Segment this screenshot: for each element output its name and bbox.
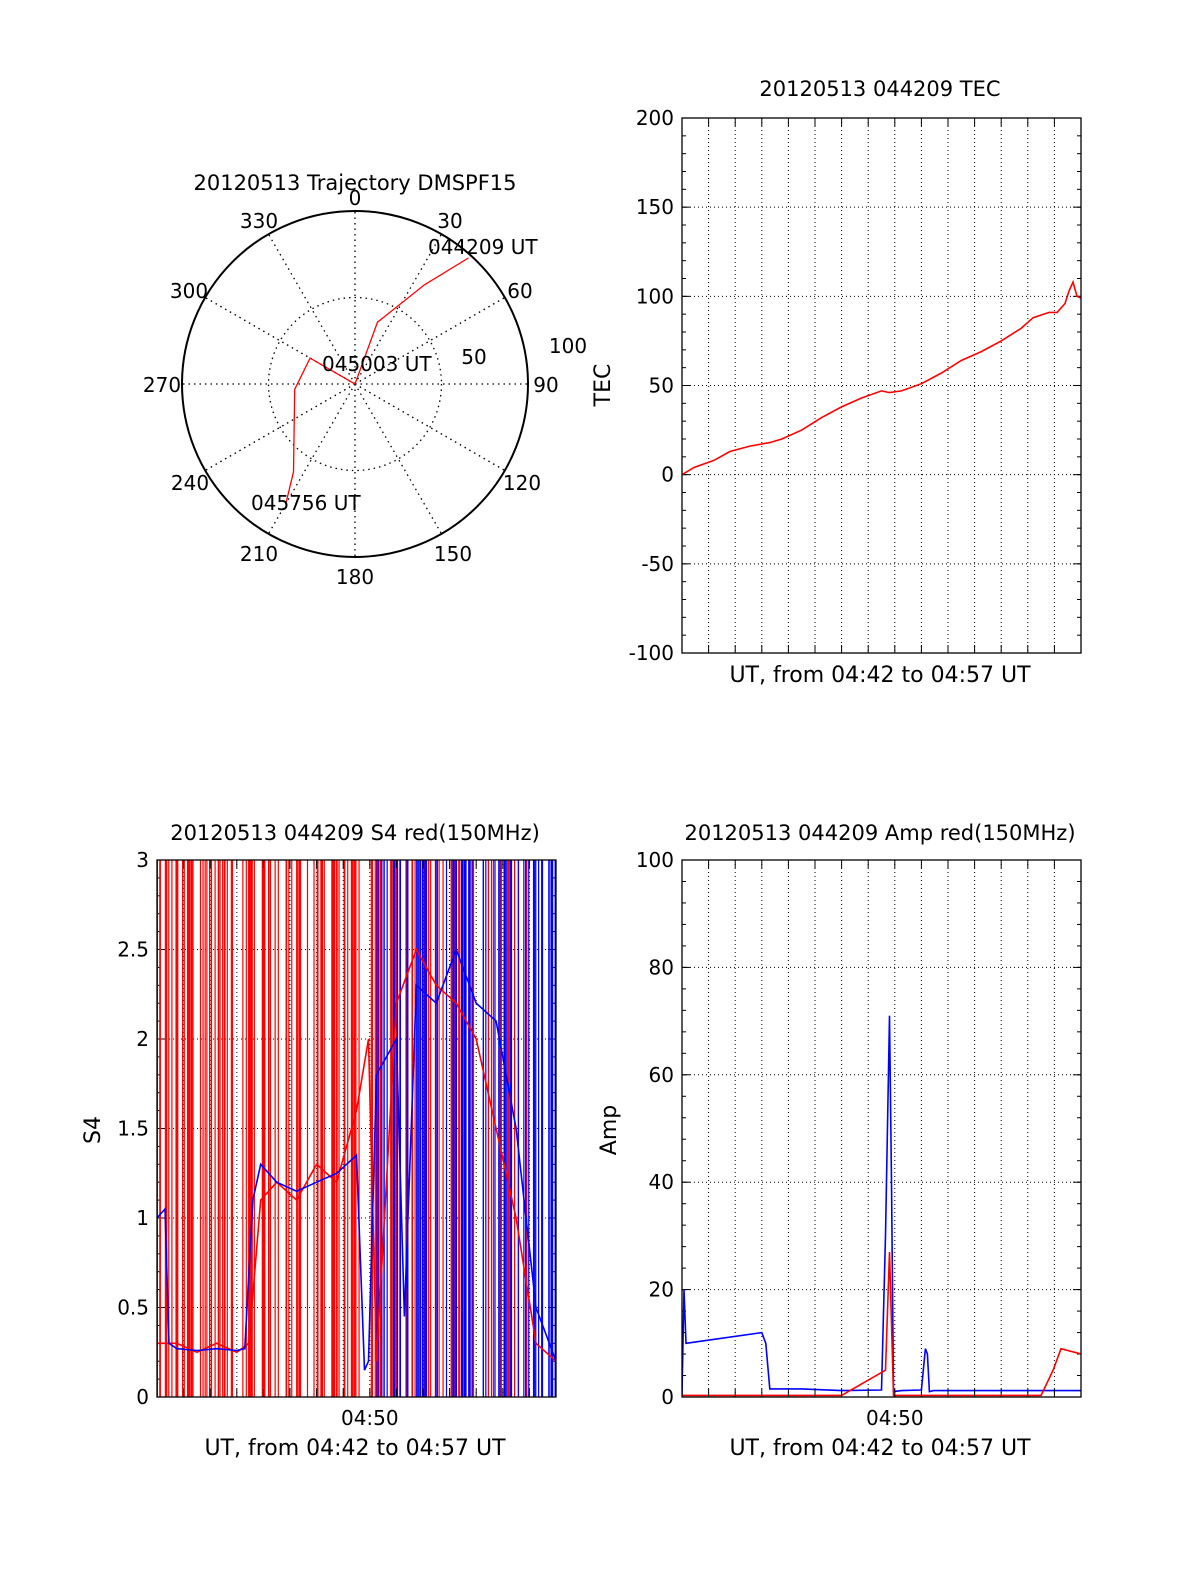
polar-spoke bbox=[354, 383, 443, 535]
y-tick-label: 60 bbox=[649, 1063, 674, 1087]
polar-spoke bbox=[354, 233, 443, 385]
polar-spoke bbox=[204, 383, 356, 472]
series-line bbox=[682, 1015, 1081, 1395]
y-tick-label: 50 bbox=[649, 374, 674, 398]
polar-ring-50 bbox=[267, 296, 443, 472]
polar-outer-circle bbox=[181, 210, 529, 558]
polar-angle-tick: 330 bbox=[240, 209, 278, 233]
y-tick-label: 200 bbox=[636, 106, 674, 130]
polar-angle-tick: 210 bbox=[240, 542, 278, 566]
y-tick-label: 3 bbox=[136, 848, 149, 872]
y-tick-label: 0.5 bbox=[117, 1296, 149, 1320]
y-tick-label: 0 bbox=[661, 1385, 674, 1409]
y-tick-label: 0 bbox=[136, 1385, 149, 1409]
polar-angle-tick: 180 bbox=[336, 565, 374, 589]
amp-plot: 20120513 044209 Amp red(150MHz) UT, from… bbox=[597, 821, 1082, 1461]
tec-ylabel: TEC bbox=[591, 364, 616, 408]
series-group bbox=[682, 279, 1081, 476]
amp-title: 20120513 044209 Amp red(150MHz) bbox=[684, 821, 1075, 845]
polar-time-annotation: 045756 UT bbox=[251, 491, 361, 515]
polar-angle-tick: 0 bbox=[349, 186, 362, 210]
s4-title: 20120513 044209 S4 red(150MHz) bbox=[170, 821, 540, 845]
polar-spoke bbox=[354, 383, 506, 472]
s4-plot: 20120513 044209 S4 red(150MHz) UT, from … bbox=[81, 821, 557, 1461]
polar-radial-tick: 100 bbox=[549, 334, 587, 358]
series-group bbox=[157, 860, 556, 1397]
series-group bbox=[682, 1015, 1081, 1397]
y-tick-label: 1 bbox=[136, 1206, 149, 1230]
series-line bbox=[157, 947, 556, 1371]
tec-title: 20120513 044209 TEC bbox=[759, 77, 1000, 101]
plot-frame bbox=[681, 859, 1082, 1398]
trajectory-line bbox=[285, 257, 469, 505]
x-tick-label: 04:50 bbox=[866, 1406, 924, 1430]
trajectory-polar-plot: 20120513 Trajectory DMSPF15 0 30 60 90 120 15… bbox=[143, 171, 587, 589]
x-tick-label: 04:50 bbox=[341, 1406, 399, 1430]
polar-spoke bbox=[267, 383, 356, 535]
tec-xlabel: UT, from 04:42 to 04:57 UT bbox=[729, 663, 1031, 688]
polar-title: 20120513 Trajectory DMSPF15 bbox=[193, 171, 516, 195]
y-tick-label: 0 bbox=[661, 463, 674, 487]
polar-angle-tick: 90 bbox=[533, 373, 558, 397]
tec-plot: 20120513 044209 TEC UT, from 04:42 to 04… bbox=[591, 77, 1082, 688]
y-tick-label: 1.5 bbox=[117, 1117, 149, 1141]
y-tick-label: 2.5 bbox=[117, 938, 149, 962]
polar-angle-tick: 30 bbox=[437, 209, 462, 233]
y-tick-label: 20 bbox=[649, 1278, 674, 1302]
plot-frame bbox=[681, 117, 1082, 654]
polar-spoke bbox=[267, 233, 356, 385]
polar-angle-tick: 240 bbox=[171, 471, 209, 495]
y-tick-label: -100 bbox=[629, 641, 674, 665]
series-line bbox=[682, 279, 1081, 476]
polar-angle-tick: 150 bbox=[434, 542, 472, 566]
polar-spoke bbox=[354, 296, 506, 385]
polar-angle-tick: 120 bbox=[503, 471, 541, 495]
plot-frame bbox=[156, 859, 557, 1398]
s4-xlabel: UT, from 04:42 to 04:57 UT bbox=[204, 1436, 506, 1461]
polar-time-annotation: 044209 UT bbox=[428, 235, 538, 259]
y-tick-label: -50 bbox=[641, 552, 674, 576]
polar-angle-tick: 60 bbox=[507, 279, 532, 303]
y-tick-label: 2 bbox=[136, 1027, 149, 1051]
y-tick-label: 80 bbox=[649, 955, 674, 979]
s4-ylabel: S4 bbox=[81, 1116, 106, 1144]
amp-xlabel: UT, from 04:42 to 04:57 UT bbox=[729, 1436, 1031, 1461]
polar-angle-tick: 300 bbox=[170, 279, 208, 303]
amp-ylabel: Amp bbox=[597, 1105, 622, 1155]
y-tick-label: 100 bbox=[636, 848, 674, 872]
y-tick-label: 100 bbox=[636, 284, 674, 308]
polar-angle-tick: 270 bbox=[143, 373, 181, 397]
y-tick-label: 40 bbox=[649, 1170, 674, 1194]
y-tick-label: 150 bbox=[636, 195, 674, 219]
polar-time-annotation: 045003 UT bbox=[322, 352, 432, 376]
polar-radial-tick: 50 bbox=[461, 345, 486, 369]
